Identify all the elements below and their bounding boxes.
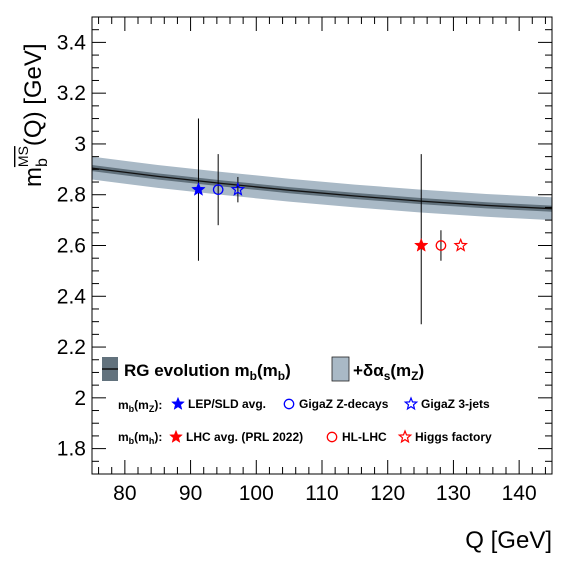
legend-higgs-marker — [397, 429, 413, 444]
y-tick-label: 3.2 — [57, 82, 86, 105]
legend-lep-marker — [171, 396, 185, 410]
y-tick-label: 2.8 — [57, 184, 86, 207]
legend-higgs-label: Higgs factory — [415, 430, 492, 444]
x-tick-label: 110 — [305, 482, 338, 505]
legend: RG evolution mb(mb) +δαs(mZ) mb(mZ): LEP… — [102, 356, 492, 446]
band-central-line — [92, 167, 552, 210]
axis-ticks — [92, 16, 552, 475]
legend-row-z-prefix: mb(mZ): — [118, 398, 162, 414]
legend-lhc-label: LHC avg. (PRL 2022) — [186, 430, 303, 444]
y-axis-title: mbMS(Q) [GeV] — [15, 43, 51, 187]
data-point — [413, 237, 429, 252]
y-tick-label: 3 — [74, 133, 86, 156]
x-tick-label: 130 — [436, 482, 471, 505]
y-tick-label: 2.4 — [57, 285, 87, 308]
legend-marker-star-open — [403, 396, 419, 411]
x-tick-label: 140 — [502, 482, 537, 505]
legend-hllhc-marker — [326, 431, 338, 443]
x-tick-label: 90 — [179, 482, 202, 505]
x-tick-label: 80 — [113, 482, 136, 505]
x-axis-title: Q [GeV] — [465, 527, 552, 554]
data-point — [230, 181, 246, 196]
y-tick-label: 3.4 — [57, 31, 87, 54]
plot-frame — [91, 16, 553, 475]
x-tick-label: 100 — [239, 482, 274, 505]
data-points — [191, 118, 468, 325]
legend-alpha-label: +δαs(mZ) — [353, 361, 424, 383]
legend-marker-star-filled — [171, 396, 185, 410]
legend-gigaz3j-marker — [403, 396, 419, 411]
legend-gigaz-marker — [283, 398, 295, 410]
data-point — [435, 240, 447, 251]
legend-row-h-prefix: mb(mh): — [118, 430, 162, 446]
y-tick-label: 2 — [74, 387, 86, 410]
band-rg-evolution — [92, 165, 552, 212]
y-tick-label: 2.6 — [57, 235, 86, 258]
legend-alpha-swatch — [331, 356, 350, 382]
legend-gigaz-label: GigaZ Z-decays — [299, 397, 389, 411]
legend-marker-star-filled — [169, 429, 183, 443]
legend-marker-circle — [326, 431, 338, 443]
legend-hllhc-label: HL-LHC — [342, 430, 387, 444]
y-tick-label: 2.2 — [57, 336, 86, 359]
x-tick-label: 120 — [370, 482, 405, 505]
data-point — [191, 181, 206, 196]
band-alpha-s — [92, 156, 552, 221]
rg-evolution-band — [92, 156, 552, 221]
y-tick-label: 1.8 — [57, 438, 86, 461]
data-point — [212, 184, 224, 195]
legend-gigaz3j-label: GigaZ 3-jets — [421, 397, 490, 411]
legend-lep-label: LEP/SLD avg. — [188, 397, 266, 411]
legend-marker-circle — [283, 398, 295, 410]
data-point — [453, 237, 468, 252]
legend-lhc-marker — [169, 429, 183, 443]
tick-labels: 80 90 100 110 120 130 140 1.8 2 2.2 2.4 2.6 2.8 3 3.2 3… — [57, 31, 537, 505]
legend-marker-star-open — [397, 429, 413, 444]
legend-band-label: RG evolution mb(mb) — [124, 361, 291, 383]
